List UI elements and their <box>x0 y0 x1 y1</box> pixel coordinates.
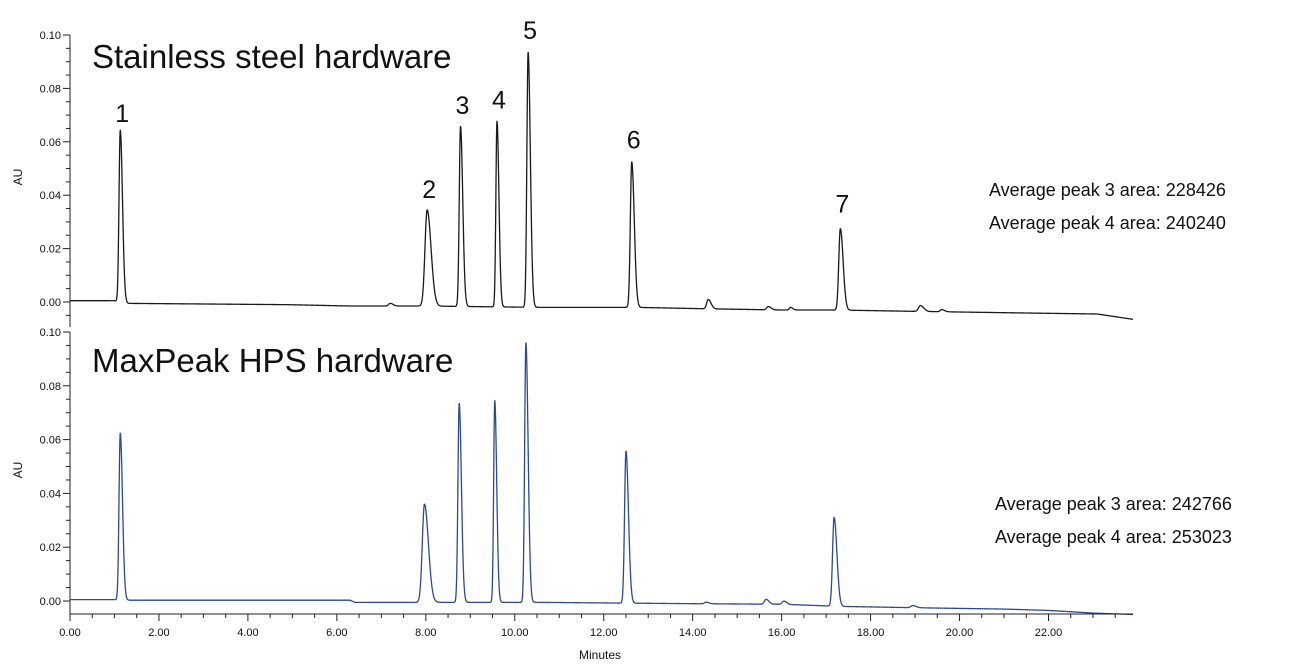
panel-title-maxpeak: MaxPeak HPS hardware <box>92 342 453 379</box>
y-tick-label: 0.08 <box>40 83 61 95</box>
peak-label-7: 7 <box>835 191 849 219</box>
x-tick-label: 16.00 <box>768 627 796 639</box>
peak-label-6: 6 <box>627 126 641 154</box>
x-tick-label: 20.00 <box>946 627 974 639</box>
y-tick-label: 0.02 <box>40 542 61 554</box>
y-tick-label: 0.04 <box>40 488 61 500</box>
x-tick-label: 0.00 <box>59 627 80 639</box>
y-tick-label: 0.00 <box>40 297 61 309</box>
peak-label-5: 5 <box>523 17 537 45</box>
x-tick-label: 10.00 <box>501 627 529 639</box>
peak3-area-note-stainless: Average peak 3 area: 228426 <box>989 180 1226 200</box>
x-tick-label: 4.00 <box>237 627 258 639</box>
y-tick-label: 0.02 <box>40 244 61 256</box>
series-line-0 <box>69 51 1134 320</box>
peak-label-3: 3 <box>456 92 470 120</box>
series-line-1 <box>69 342 1134 616</box>
y-tick-label: 0.06 <box>40 435 61 447</box>
x-tick-label: 8.00 <box>415 627 436 639</box>
panel-maxpeak: MaxPeak HPS hardware AU Average peak 3 a… <box>11 327 1232 616</box>
x-tick-label: 2.00 <box>148 627 169 639</box>
x-tick-label: 12.00 <box>590 627 618 639</box>
y-tick-label: 0.10 <box>40 30 61 42</box>
panel-title-stainless: Stainless steel hardware <box>92 38 452 75</box>
y-tick-label: 0.04 <box>40 190 61 202</box>
x-tick-label: 6.00 <box>326 627 347 639</box>
peak-label-1: 1 <box>115 100 129 128</box>
peak3-area-note-maxpeak: Average peak 3 area: 242766 <box>995 494 1232 514</box>
peak-label-2: 2 <box>422 176 436 204</box>
x-tick-label: 18.00 <box>857 627 885 639</box>
peak-label-4: 4 <box>492 86 506 114</box>
x-tick-label: 14.00 <box>679 627 707 639</box>
peak4-area-note-maxpeak: Average peak 4 area: 253023 <box>995 527 1232 547</box>
y-axis-title-top: AU <box>11 169 25 186</box>
x-axis-title: Minutes <box>579 648 621 662</box>
panel-stainless-steel: Stainless steel hardware AU Average peak… <box>11 17 1226 327</box>
peak4-area-note-stainless: Average peak 4 area: 240240 <box>989 213 1226 233</box>
y-tick-label: 0.08 <box>40 381 61 393</box>
x-tick-label: 22.00 <box>1035 627 1063 639</box>
y-tick-label: 0.06 <box>40 137 61 149</box>
y-tick-label: 0.00 <box>40 596 61 608</box>
y-axis-title-bottom: AU <box>11 462 25 479</box>
y-tick-label: 0.10 <box>40 327 61 339</box>
